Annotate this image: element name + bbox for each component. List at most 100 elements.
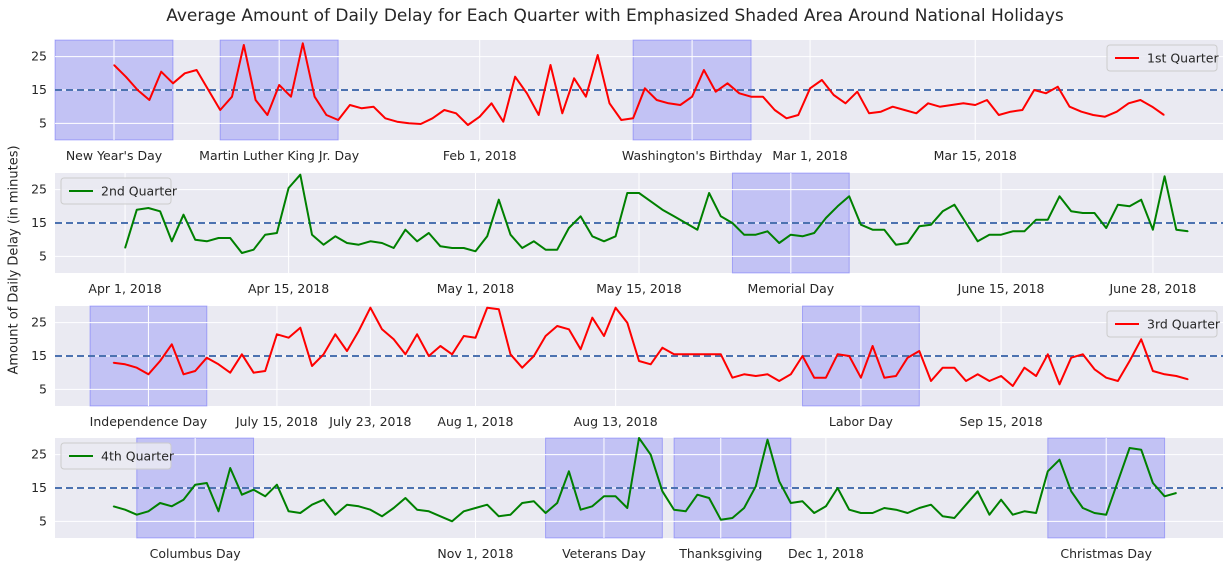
data-point [951,104,953,106]
data-point [1069,106,1071,108]
data-point [299,174,301,176]
data-point [136,209,138,211]
data-point [1164,495,1166,497]
data-point [608,102,611,104]
y-tick-label: 5 [39,115,47,130]
data-point [217,510,220,512]
data-point [346,350,348,352]
data-point [276,333,278,335]
data-point [790,373,792,375]
data-point [1129,360,1131,362]
data-point [241,353,243,355]
data-point [883,229,885,231]
data-point [498,199,500,201]
data-point [1010,111,1012,113]
data-point [872,229,874,231]
data-point [986,99,988,101]
data-point [451,520,453,522]
data-point [266,114,268,116]
data-point [253,249,255,251]
data-point [615,495,617,497]
data-point [833,94,835,96]
data-point [731,377,734,379]
x-tick-label: Mar 15, 2018 [934,148,1017,163]
data-point [942,210,944,212]
data-point [323,353,325,355]
data-point [241,252,243,254]
data-point [1105,377,1107,379]
y-tick-label: 15 [31,480,47,495]
data-point [358,505,360,507]
data-point [549,64,552,66]
data-point [813,512,815,514]
data-point [112,505,114,507]
data-point [778,380,780,382]
data-point [241,494,243,496]
data-point [172,82,174,84]
data-point [837,487,839,489]
data-point [801,355,804,357]
data-point [615,307,617,309]
data-point [703,69,705,71]
data-point [229,372,231,374]
data-point [1057,86,1059,88]
data-point [556,325,558,327]
data-point [443,109,445,111]
data-point [556,249,558,251]
data-point [939,106,941,108]
data-point [1104,116,1106,118]
data-point [988,380,991,382]
data-point [159,502,161,504]
data-point [696,494,699,496]
data-point [463,335,465,337]
data-point [661,490,664,492]
x-tick-label: Christmas Day [1060,546,1152,561]
data-point [883,507,885,509]
data-point [1023,510,1025,512]
legend: 2nd Quarter [60,177,178,205]
data-point [1000,375,1002,377]
data-point [302,42,304,44]
legend-label: 4th Quarter [101,449,175,464]
data-point [965,504,967,506]
data-point [743,234,745,236]
data-point [439,515,441,517]
data-point [1082,507,1084,509]
data-point [206,240,208,242]
data-point [1012,385,1014,387]
data-point [603,240,605,242]
x-tick-label: Aug 1, 2018 [437,414,513,429]
data-point [1000,234,1002,236]
data-point [463,510,465,512]
data-point [514,76,516,78]
data-point [502,121,504,123]
data-point [299,512,301,514]
data-point [545,512,547,514]
data-point [895,244,897,246]
data-point [323,499,325,501]
data-point [766,373,769,375]
data-point [632,117,634,119]
x-tick-label: Apr 15, 2018 [248,281,329,296]
data-point [942,515,944,517]
legend-label: 2nd Quarter [101,184,178,199]
data-point [159,210,161,212]
data-point [125,76,127,78]
data-point [907,512,909,514]
x-tick-label: May 15, 2018 [596,281,682,296]
data-point [895,509,897,511]
data-point [977,240,979,242]
data-point [1140,449,1142,451]
legend: 1st Quarter [1106,44,1219,72]
legend: 3rd Quarter [1106,310,1221,338]
data-point [288,337,290,339]
data-point [182,499,185,501]
x-tick-label: Dec 1, 2018 [788,546,864,561]
data-point [325,114,327,116]
data-point [813,377,815,379]
data-point [1140,199,1142,201]
data-point [568,227,570,229]
data-point [288,510,290,512]
data-point [998,114,1000,116]
